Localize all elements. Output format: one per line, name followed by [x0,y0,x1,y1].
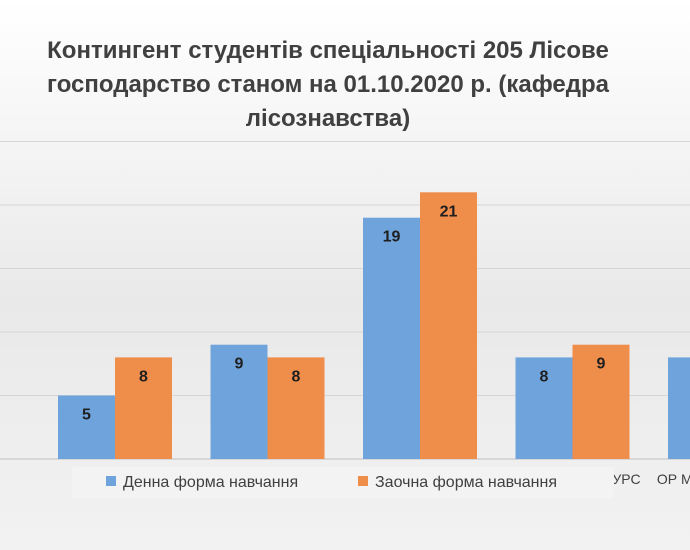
bar-day [363,217,420,459]
legend-label-day: Денна форма навчання [123,474,299,491]
data-label: 9 [235,356,244,373]
bar-day [515,357,573,459]
legend-item-day: Денна форма навчання [106,474,298,492]
legend-label-extramural: Заочна форма навчання [375,474,558,491]
legend-swatch-day [106,476,116,486]
bar-day [210,344,268,459]
chart-title-line-3: лісознавства) [245,105,411,132]
legend-swatch-extramural [358,476,368,486]
data-label: 5 [82,407,91,424]
legend: Денна форма навчання Заочна форма навчан… [72,467,614,499]
chart-title: Контингент студентів спеціальності 205 Л… [0,34,656,136]
bar-day [668,357,690,459]
data-label: 19 [383,229,401,246]
chart-title-line-1: Контингент студентів спеціальності 205 Л… [47,37,609,64]
data-label: 8 [292,368,301,385]
data-label: 21 [440,203,458,220]
data-label: 8 [139,368,148,385]
bar-extramural [115,357,172,459]
bar-extramural [267,357,325,459]
bar-extramural [572,344,630,459]
bar-day [58,395,115,459]
x-tick-label: ОР МАГІСТР 2 КУРС [657,471,690,487]
data-label: 8 [540,368,549,385]
legend-item-extramural: Заочна форма навчання [358,474,557,492]
data-label: 9 [597,356,606,373]
bar-extramural [420,192,477,460]
chart-title-line-2: господарство станом на 01.10.2020 р. (ка… [47,71,609,98]
